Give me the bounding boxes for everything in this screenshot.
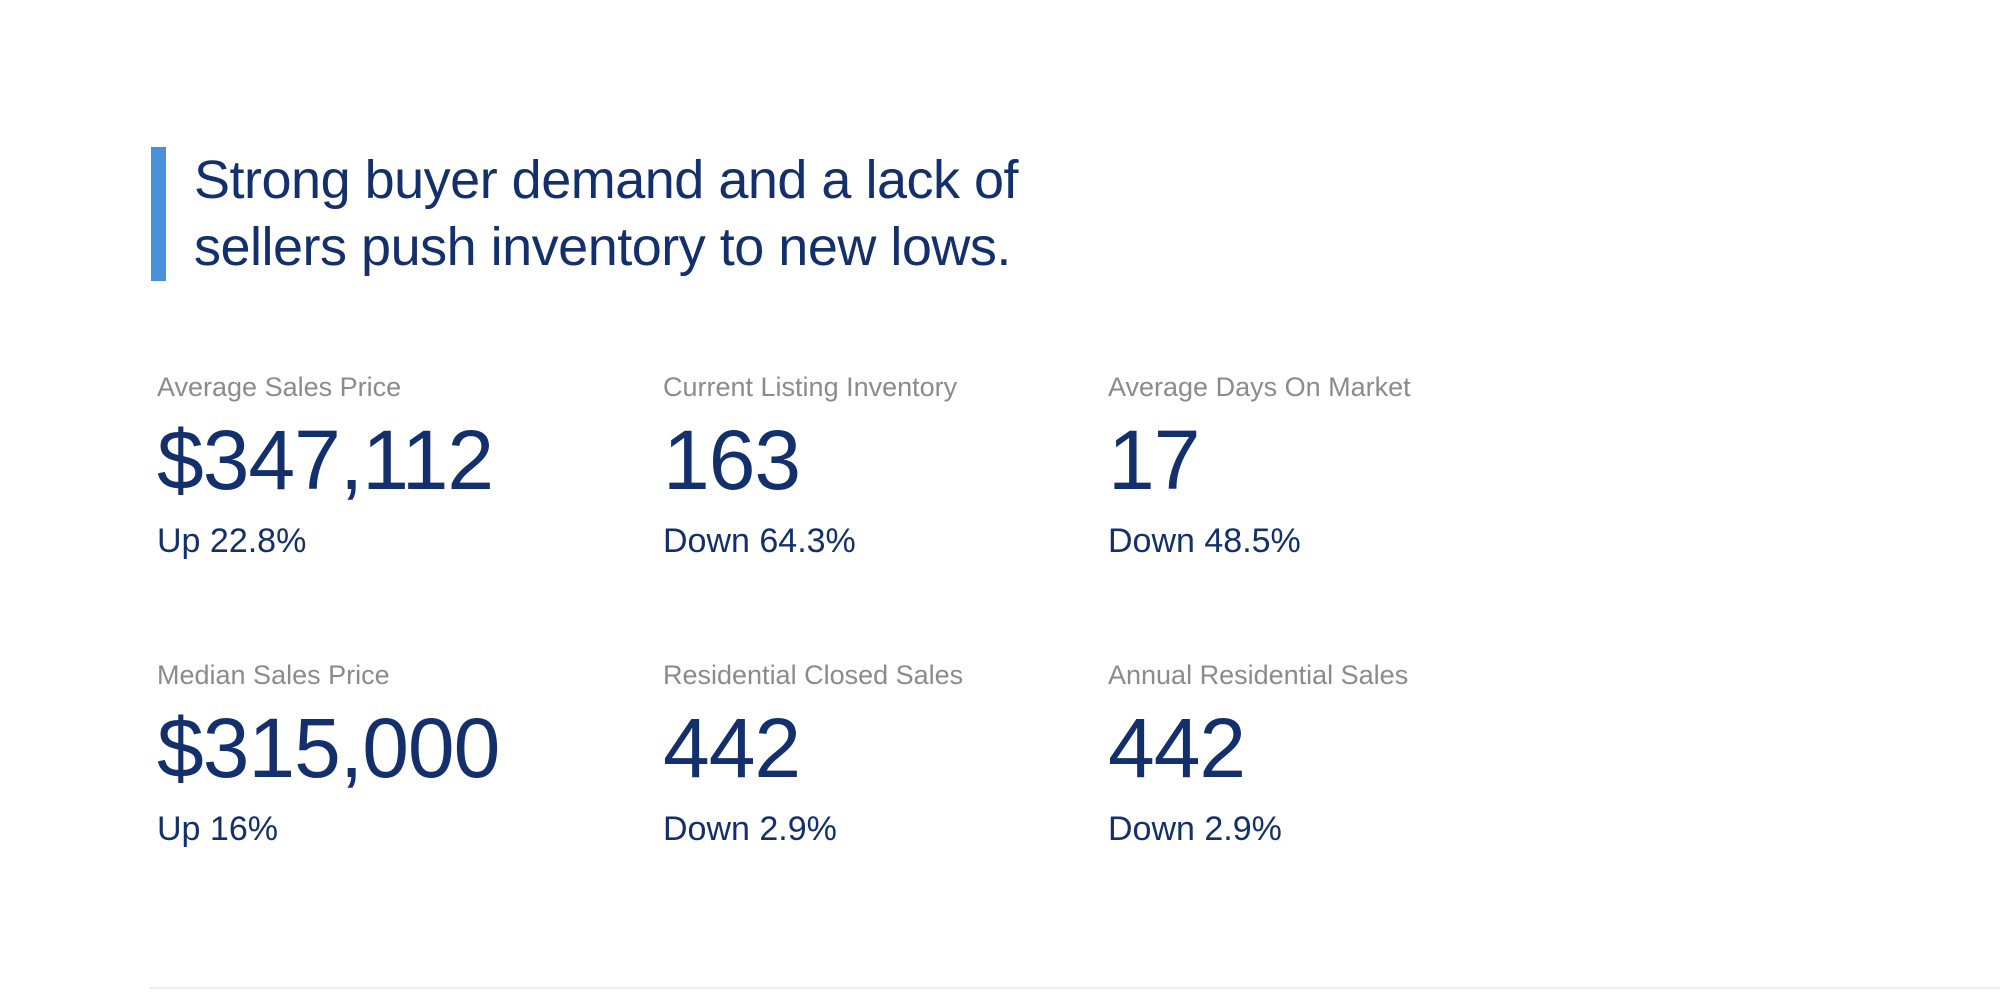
stat-residential-closed-sales: Residential Closed Sales 442 Down 2.9% bbox=[663, 658, 1108, 850]
stat-value: 442 bbox=[1108, 701, 1246, 795]
stat-change: Down 64.3% bbox=[663, 522, 856, 560]
headline-block: Strong buyer demand and a lack of seller… bbox=[151, 147, 1019, 281]
stat-label: Average Days On Market bbox=[1108, 372, 1411, 402]
stat-change: Up 16% bbox=[157, 810, 278, 848]
stat-change: Down 2.9% bbox=[663, 810, 837, 848]
stat-label: Residential Closed Sales bbox=[663, 660, 964, 690]
stat-median-sales-price: Median Sales Price $315,000 Up 16% bbox=[157, 658, 663, 850]
stat-current-listing-inventory: Current Listing Inventory 163 Down 64.3% bbox=[663, 370, 1108, 562]
stat-value: 442 bbox=[663, 701, 801, 795]
stat-change: Down 2.9% bbox=[1108, 810, 1282, 848]
headline-accent-bar bbox=[151, 147, 166, 281]
headline-text: Strong buyer demand and a lack of seller… bbox=[194, 147, 1019, 281]
stat-value: $347,112 bbox=[157, 413, 494, 507]
headline-line-2: sellers push inventory to new lows. bbox=[194, 217, 1011, 277]
stat-value: $315,000 bbox=[157, 701, 500, 795]
stat-average-sales-price: Average Sales Price $347,112 Up 22.8% bbox=[157, 370, 663, 562]
stats-grid: Average Sales Price $347,112 Up 22.8% Cu… bbox=[157, 370, 1708, 850]
stat-label: Average Sales Price bbox=[157, 372, 402, 402]
stat-value: 17 bbox=[1108, 413, 1200, 507]
stat-annual-residential-sales: Annual Residential Sales 442 Down 2.9% bbox=[1108, 658, 1708, 850]
stat-label: Median Sales Price bbox=[157, 660, 390, 690]
stat-value: 163 bbox=[663, 413, 801, 507]
stat-average-days-on-market: Average Days On Market 17 Down 48.5% bbox=[1108, 370, 1708, 562]
headline-line-1: Strong buyer demand and a lack of bbox=[194, 150, 1019, 210]
stat-change: Down 48.5% bbox=[1108, 522, 1301, 560]
stat-change: Up 22.8% bbox=[157, 522, 307, 560]
stat-label: Current Listing Inventory bbox=[663, 372, 958, 402]
stat-label: Annual Residential Sales bbox=[1108, 660, 1409, 690]
bottom-divider bbox=[150, 987, 2000, 989]
